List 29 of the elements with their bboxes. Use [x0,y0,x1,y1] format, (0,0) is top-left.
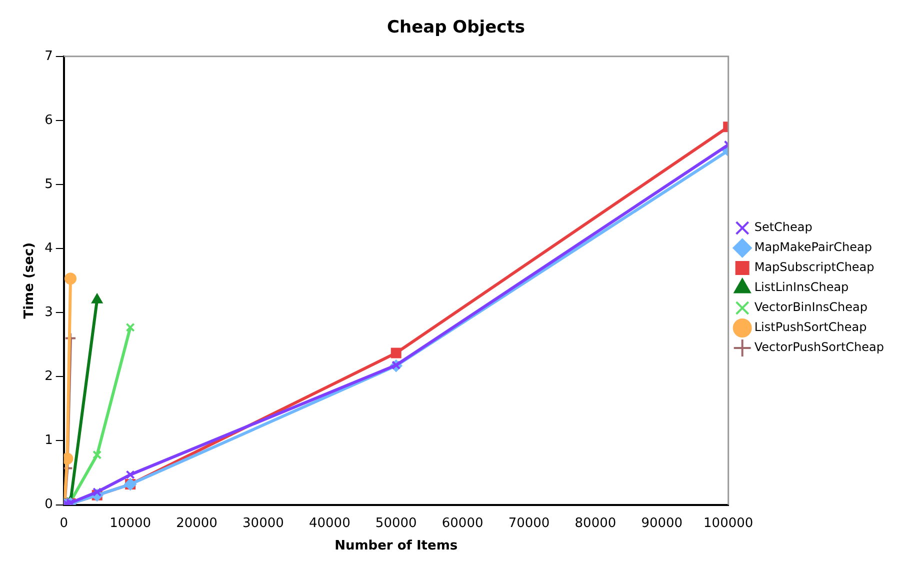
x-tick-label: 20000 [176,516,218,531]
legend-label: ListPushSortCheap [754,320,867,334]
y-tick-label: 2 [44,369,53,384]
legend-label: VectorBinInsCheap [754,300,868,314]
x-axis-title: Number of Items [334,538,458,554]
y-axis-title: Time (sec) [22,242,38,319]
y-tick-label: 7 [44,48,53,64]
legend-label: SetCheap [754,220,812,234]
x-tick-label: 40000 [308,516,350,531]
x-tick-label: 80000 [574,516,616,531]
y-tick-label: 5 [44,176,53,192]
x-tick-label: 10000 [110,516,151,531]
y-tick-label: 6 [44,112,53,128]
x-tick-label: 50000 [375,516,417,531]
chart-title: Cheap Objects [387,18,525,38]
x-tick-label: 0 [60,516,68,531]
x-tick-label: 70000 [508,516,550,531]
x-tick-label: 30000 [242,516,284,531]
legend-label: MapMakePairCheap [754,240,872,254]
x-tick-label: 90000 [641,516,683,531]
legend-label: VectorPushSortCheap [754,340,884,354]
y-tick-label: 4 [44,240,53,256]
x-tick-label: 100000 [704,516,754,531]
y-tick-label: 0 [44,497,53,512]
y-tick-label: 3 [44,305,53,320]
y-tick-label: 1 [44,433,53,448]
legend-label: MapSubscriptCheap [754,260,874,274]
legend-label: ListLinInsCheap [754,280,849,294]
x-tick-label: 60000 [442,516,484,531]
